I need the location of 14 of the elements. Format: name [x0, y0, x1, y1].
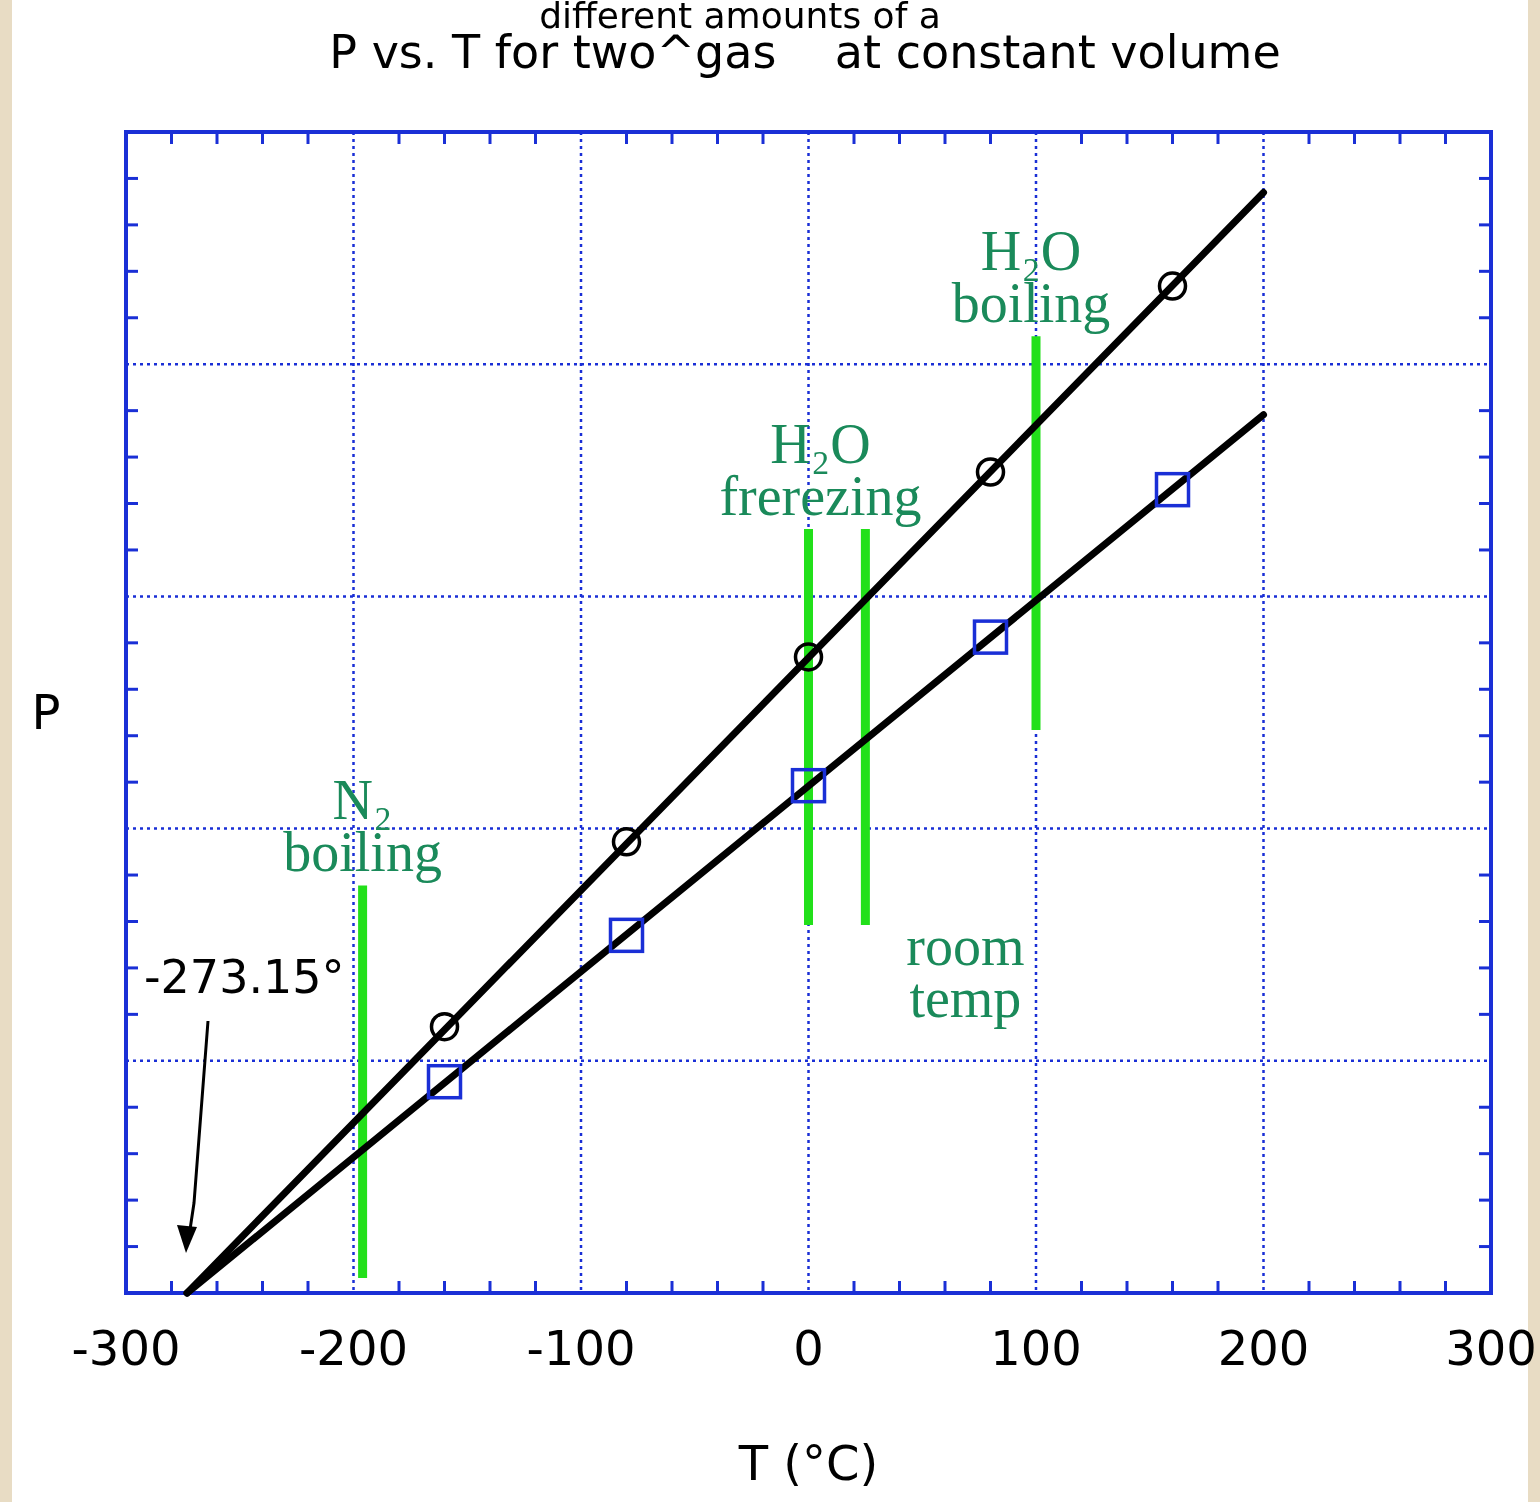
annotation: -273.15° [144, 950, 345, 1004]
x-tick-label: 0 [793, 1320, 824, 1376]
x-tick-label: 100 [990, 1320, 1082, 1376]
ref-line-label: N₂ boiling [283, 769, 442, 884]
x-tick-label: 300 [1445, 1320, 1537, 1376]
ref-line-label: H₂O boiling [951, 220, 1111, 335]
x-axis-title: T (°C) [737, 1435, 879, 1491]
x-tick-label: -100 [526, 1320, 636, 1376]
ref-line-label: room temp [906, 914, 1025, 1029]
x-tick-label: -300 [71, 1320, 181, 1376]
ref-line-label: H₂O frerezing [719, 413, 922, 528]
x-tick-label: -200 [299, 1320, 408, 1376]
y-axis-title: P [31, 683, 61, 740]
x-tick-label: 200 [1217, 1320, 1310, 1376]
